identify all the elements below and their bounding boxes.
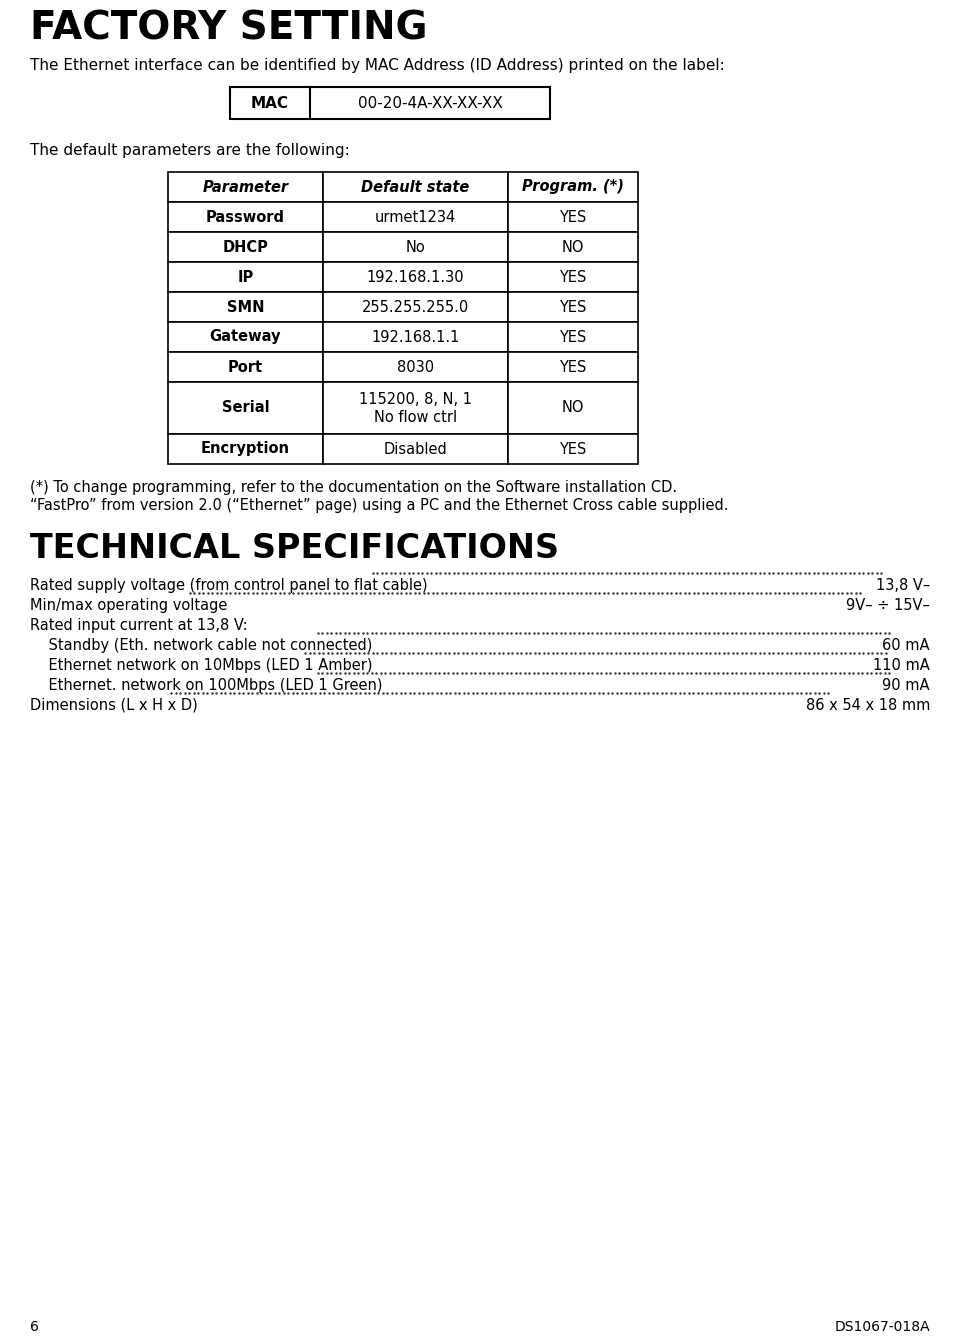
Text: 6: 6 xyxy=(30,1320,38,1334)
Text: 8030: 8030 xyxy=(396,360,434,375)
Text: No flow ctrl: No flow ctrl xyxy=(374,410,457,424)
Text: Rated input current at 13,8 V:: Rated input current at 13,8 V: xyxy=(30,618,248,633)
Bar xyxy=(323,352,508,381)
Bar xyxy=(168,172,323,201)
Text: YES: YES xyxy=(560,442,587,457)
Text: (*) To change programming, refer to the documentation on the Software installati: (*) To change programming, refer to the … xyxy=(30,479,677,496)
Text: Ethernet network on 10Mbps (LED 1 Amber): Ethernet network on 10Mbps (LED 1 Amber) xyxy=(30,658,372,673)
Bar xyxy=(323,381,508,434)
Text: IP: IP xyxy=(237,270,253,285)
Text: YES: YES xyxy=(560,360,587,375)
Text: Program. (*): Program. (*) xyxy=(522,180,624,195)
Bar xyxy=(508,352,638,381)
Text: DHCP: DHCP xyxy=(223,239,269,255)
Bar xyxy=(168,434,323,463)
Text: 9V– ÷ 15V–: 9V– ÷ 15V– xyxy=(846,598,930,612)
Bar xyxy=(323,172,508,201)
Bar xyxy=(168,262,323,291)
Text: YES: YES xyxy=(560,329,587,345)
Bar xyxy=(168,381,323,434)
Text: Gateway: Gateway xyxy=(209,329,281,345)
Bar xyxy=(508,322,638,352)
Bar xyxy=(168,232,323,262)
Text: NO: NO xyxy=(562,400,585,415)
Text: DS1067-018A: DS1067-018A xyxy=(834,1320,930,1334)
Text: “FastPro” from version 2.0 (“Ethernet” page) using a PC and the Ethernet Cross c: “FastPro” from version 2.0 (“Ethernet” p… xyxy=(30,498,729,513)
Bar xyxy=(508,434,638,463)
Text: YES: YES xyxy=(560,270,587,285)
Text: MAC: MAC xyxy=(251,95,289,110)
Text: Dimensions (L x H x D): Dimensions (L x H x D) xyxy=(30,698,198,713)
Text: Parameter: Parameter xyxy=(203,180,289,195)
Bar xyxy=(323,201,508,232)
Text: Standby (Eth. network cable not connected): Standby (Eth. network cable not connecte… xyxy=(30,638,372,653)
Bar xyxy=(323,291,508,322)
Text: 192.168.1.1: 192.168.1.1 xyxy=(372,329,460,345)
Text: 13,8 V–: 13,8 V– xyxy=(876,577,930,594)
Text: Rated supply voltage (from control panel to flat cable): Rated supply voltage (from control panel… xyxy=(30,577,427,594)
Bar xyxy=(323,262,508,291)
Text: FACTORY SETTING: FACTORY SETTING xyxy=(30,9,427,48)
Bar xyxy=(168,322,323,352)
Bar xyxy=(323,232,508,262)
Text: Min/max operating voltage: Min/max operating voltage xyxy=(30,598,228,612)
Text: 86 x 54 x 18 mm: 86 x 54 x 18 mm xyxy=(805,698,930,713)
Text: NO: NO xyxy=(562,239,585,255)
Text: 90 mA: 90 mA xyxy=(882,678,930,693)
Text: The default parameters are the following:: The default parameters are the following… xyxy=(30,142,349,158)
Text: The Ethernet interface can be identified by MAC Address (ID Address) printed on : The Ethernet interface can be identified… xyxy=(30,58,725,73)
Text: Serial: Serial xyxy=(222,400,270,415)
Text: Password: Password xyxy=(206,210,285,224)
Text: 115200, 8, N, 1: 115200, 8, N, 1 xyxy=(359,392,472,407)
Bar xyxy=(323,322,508,352)
Bar xyxy=(508,172,638,201)
Bar xyxy=(168,291,323,322)
Text: No: No xyxy=(406,239,425,255)
Bar xyxy=(323,434,508,463)
Text: 255.255.255.0: 255.255.255.0 xyxy=(362,299,469,314)
Bar xyxy=(508,201,638,232)
Text: Default state: Default state xyxy=(361,180,469,195)
Text: 00-20-4A-XX-XX-XX: 00-20-4A-XX-XX-XX xyxy=(357,95,502,110)
Bar xyxy=(230,87,550,120)
Bar xyxy=(168,201,323,232)
Bar xyxy=(508,232,638,262)
Text: 60 mA: 60 mA xyxy=(882,638,930,653)
Text: TECHNICAL SPECIFICATIONS: TECHNICAL SPECIFICATIONS xyxy=(30,532,559,565)
Bar xyxy=(508,291,638,322)
Text: YES: YES xyxy=(560,210,587,224)
Bar xyxy=(508,381,638,434)
Text: SMN: SMN xyxy=(227,299,264,314)
Text: Ethernet. network on 100Mbps (LED 1 Green): Ethernet. network on 100Mbps (LED 1 Gree… xyxy=(30,678,382,693)
Text: Disabled: Disabled xyxy=(384,442,447,457)
Text: 110 mA: 110 mA xyxy=(874,658,930,673)
Text: 192.168.1.30: 192.168.1.30 xyxy=(367,270,465,285)
Text: Port: Port xyxy=(228,360,263,375)
Text: urmet1234: urmet1234 xyxy=(374,210,456,224)
Text: YES: YES xyxy=(560,299,587,314)
Bar xyxy=(508,262,638,291)
Text: Encryption: Encryption xyxy=(201,442,290,457)
Bar xyxy=(168,352,323,381)
